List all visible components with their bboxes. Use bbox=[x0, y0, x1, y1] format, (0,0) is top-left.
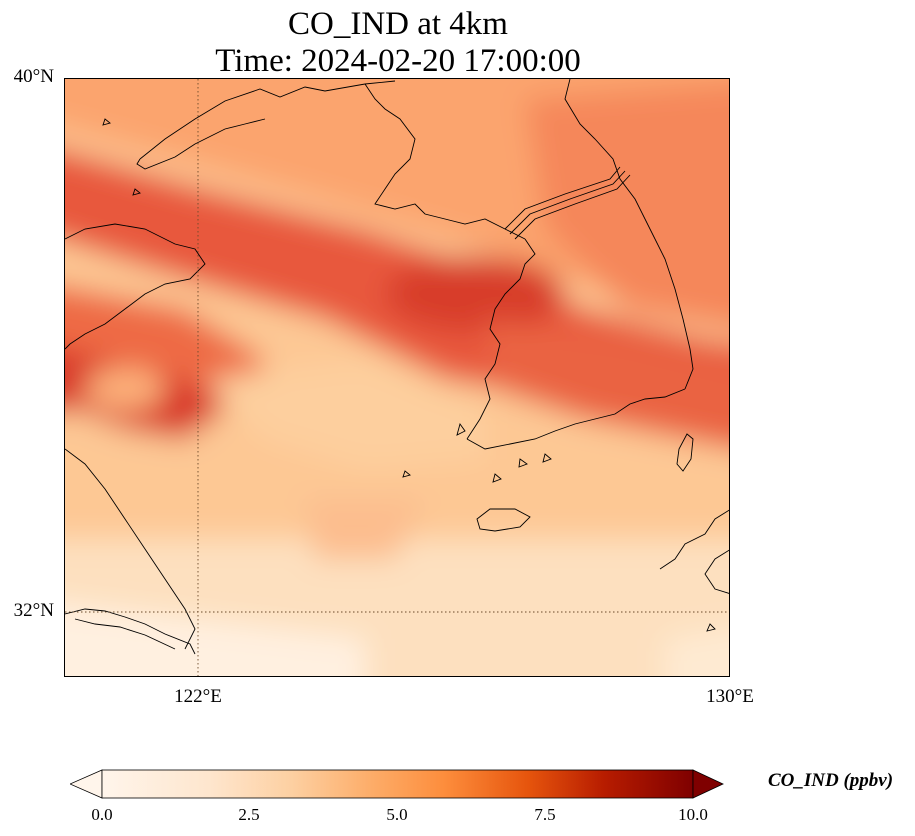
concentration-field bbox=[65, 79, 729, 676]
map-canvas bbox=[65, 79, 729, 676]
map-subtitle: Time: 2024-02-20 17:00:00 bbox=[215, 43, 581, 79]
colorbar-gradient bbox=[101, 769, 694, 799]
map-title: CO_IND at 4km bbox=[288, 6, 508, 42]
colorbar-tick-1: 2.5 bbox=[238, 805, 260, 824]
lon-label-130: 130°E bbox=[706, 686, 754, 707]
gridlines bbox=[65, 79, 729, 676]
colorbar bbox=[69, 768, 725, 800]
colorbar-label: CO_IND (ppbv) bbox=[768, 770, 894, 791]
colorbar-tick-0: 0.0 bbox=[91, 805, 113, 824]
colorbar-tick-4: 10.0 bbox=[678, 805, 708, 824]
lon-label-122: 122°E bbox=[174, 686, 222, 707]
colorbar-min-arrow bbox=[69, 769, 103, 799]
lat-label-40: 40°N bbox=[13, 66, 54, 87]
colorbar-tick-3: 7.5 bbox=[534, 805, 556, 824]
colorbar-max-arrow bbox=[692, 769, 724, 799]
colorbar-tick-2: 5.0 bbox=[386, 805, 408, 824]
coastlines bbox=[65, 79, 729, 655]
lat-label-32: 32°N bbox=[13, 600, 54, 621]
map-panel[interactable] bbox=[64, 78, 730, 677]
